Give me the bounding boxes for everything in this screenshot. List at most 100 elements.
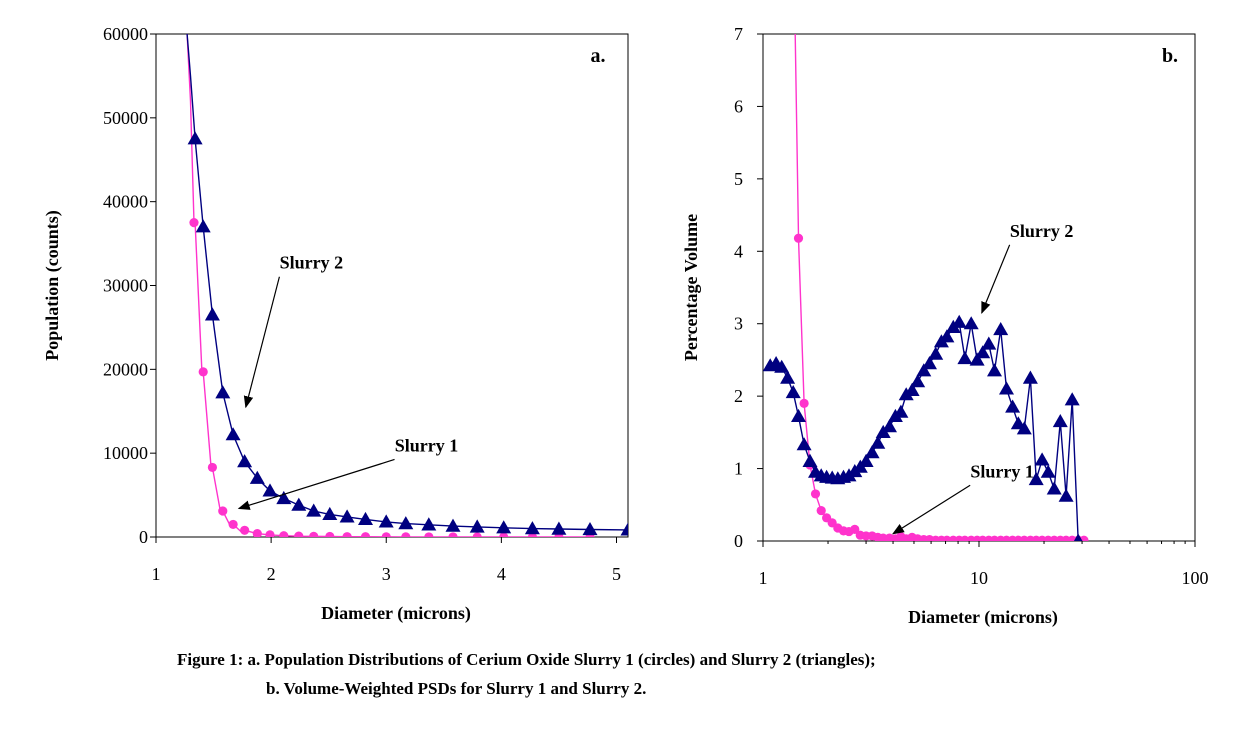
point-slurry-2 — [339, 509, 355, 523]
point-slurry-2 — [276, 490, 292, 505]
point-slurry-2 — [262, 483, 278, 497]
point-slurry-2 — [469, 519, 485, 533]
annotation-slurry-2: Slurry 2 — [1010, 221, 1074, 241]
point-slurry-1 — [472, 532, 482, 537]
point-slurry-1 — [240, 525, 250, 535]
point-slurry-2 — [398, 516, 414, 530]
point-slurry-2 — [939, 329, 955, 343]
point-slurry-1 — [218, 506, 228, 516]
point-slurry-2 — [358, 511, 373, 525]
point-slurry-2 — [864, 445, 880, 459]
point-slurry-1 — [252, 529, 262, 537]
point-slurry-1 — [424, 532, 434, 537]
y-tick-label: 40000 — [103, 192, 148, 212]
point-slurry-2 — [791, 408, 806, 422]
point-slurry-2 — [421, 517, 437, 531]
point-slurry-1 — [816, 505, 826, 516]
point-slurry-2 — [882, 419, 897, 433]
series-line-slurry-2 — [186, 34, 628, 531]
point-slurry-2 — [922, 356, 937, 370]
point-slurry-2 — [993, 322, 1009, 336]
point-slurry-1 — [279, 531, 289, 537]
y-tick-label: 50000 — [103, 108, 148, 128]
y-tick-label: 7 — [734, 24, 743, 44]
point-slurry-1 — [360, 532, 371, 537]
point-slurry-2 — [291, 497, 307, 511]
point-slurry-2 — [981, 336, 997, 350]
panel-label: a. — [591, 45, 606, 67]
panel-label: b. — [1162, 45, 1178, 67]
point-slurry-2 — [975, 345, 991, 359]
point-slurry-1 — [294, 531, 304, 537]
point-slurry-2 — [802, 453, 818, 467]
point-slurry-1 — [448, 532, 458, 537]
point-slurry-2 — [1022, 370, 1038, 384]
x-tick-label: 10 — [970, 568, 988, 588]
annotation-arrow-slurry-1 — [237, 458, 395, 510]
point-slurry-2 — [620, 522, 628, 536]
point-slurry-2 — [910, 374, 926, 388]
x-tick-label: 1 — [759, 568, 768, 588]
point-slurry-1 — [401, 532, 411, 537]
point-slurry-2 — [306, 503, 322, 517]
point-slurry-2 — [249, 470, 265, 484]
x-tick-label: 100 — [1182, 568, 1209, 588]
point-slurry-1 — [499, 532, 509, 537]
point-slurry-2 — [928, 346, 944, 360]
point-slurry-2 — [1016, 421, 1032, 435]
annotation-arrow-slurry-1 — [892, 484, 971, 535]
point-slurry-2 — [774, 359, 790, 373]
point-slurry-2 — [237, 454, 253, 468]
y-tick-label: 1 — [734, 459, 743, 479]
y-tick-label: 20000 — [103, 359, 148, 379]
y-tick-label: 4 — [734, 241, 743, 261]
point-slurry-2 — [999, 381, 1014, 395]
point-slurry-2 — [582, 522, 598, 536]
point-slurry-2 — [1052, 414, 1068, 428]
y-tick-label: 5 — [734, 169, 743, 189]
point-slurry-2 — [1046, 481, 1062, 495]
point-slurry-2 — [785, 385, 801, 399]
point-slurry-1 — [265, 530, 275, 537]
point-slurry-1 — [850, 524, 860, 535]
point-slurry-2 — [215, 385, 231, 399]
point-slurry-2 — [780, 370, 796, 384]
point-slurry-2 — [1005, 399, 1021, 413]
point-slurry-2 — [963, 316, 979, 330]
x-tick-label: 5 — [612, 564, 621, 584]
annotation-slurry-2: Slurry 2 — [280, 253, 344, 273]
point-slurry-2 — [445, 518, 461, 532]
y-tick-label: 10000 — [103, 443, 148, 463]
point-slurry-2 — [858, 453, 874, 467]
point-slurry-2 — [916, 363, 932, 377]
point-slurry-2 — [987, 363, 1002, 377]
point-slurry-2 — [969, 352, 985, 366]
annotation-arrow-slurry-2 — [981, 244, 1011, 314]
point-slurry-2 — [524, 521, 540, 535]
annotation-slurry-1: Slurry 1 — [395, 435, 459, 455]
point-slurry-2 — [187, 131, 203, 145]
point-slurry-2 — [1064, 392, 1080, 406]
point-slurry-2 — [1034, 452, 1050, 466]
point-slurry-2 — [322, 506, 338, 520]
point-slurry-2 — [870, 435, 886, 449]
point-slurry-1 — [207, 462, 218, 473]
point-slurry-2 — [378, 514, 394, 528]
x-axis-label: Diameter (microns) — [908, 607, 1058, 628]
point-slurry-1 — [309, 531, 319, 537]
y-tick-label: 0 — [734, 531, 743, 551]
chart-panel-a: 0 10000 20000 30000 40000 50000 60000 1 2 3 4 5 Diam… — [42, 24, 629, 624]
plot-area-b — [763, 34, 1089, 541]
plot-area-a — [186, 34, 628, 537]
y-axis-label: Population (counts) — [42, 210, 63, 361]
point-slurry-1 — [342, 532, 352, 537]
point-slurry-2 — [1073, 533, 1083, 541]
point-slurry-1 — [198, 367, 208, 377]
point-slurry-2 — [496, 520, 512, 534]
plot-frame-a — [155, 33, 629, 538]
y-tick-label: 30000 — [103, 276, 148, 296]
point-slurry-2 — [951, 314, 967, 328]
x-axis-label: Diameter (microns) — [321, 603, 471, 624]
